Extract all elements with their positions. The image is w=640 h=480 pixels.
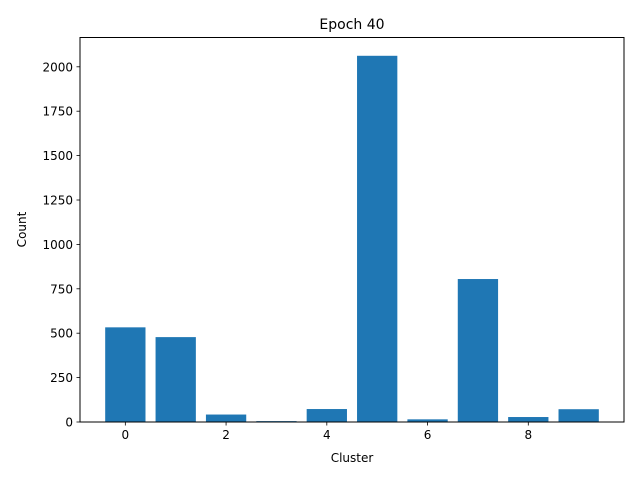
y-tick-label: 1250 — [42, 194, 73, 208]
y-tick-label: 1500 — [42, 149, 73, 163]
bar-cluster-4 — [306, 409, 347, 422]
y-tick-label: 1750 — [42, 105, 73, 119]
plot-frame — [79, 37, 625, 423]
bar-cluster-0 — [105, 327, 146, 422]
y-tick-label: 2000 — [42, 60, 73, 74]
bar-cluster-6 — [407, 419, 448, 422]
bar-cluster-1 — [155, 337, 196, 422]
bar-cluster-9 — [558, 409, 599, 422]
x-tick-label: 8 — [524, 428, 532, 442]
y-axis: 0 250 500 750 1000 1250 1500 1750 2000 — [42, 60, 80, 430]
x-tick-label: 4 — [323, 428, 331, 442]
x-tick-label: 0 — [122, 428, 130, 442]
bar-cluster-5 — [357, 55, 398, 422]
bar-cluster-8 — [508, 417, 549, 422]
y-tick-label: 0 — [65, 416, 73, 430]
x-axis-title: Cluster — [331, 451, 374, 465]
bars-group — [105, 55, 599, 422]
y-axis-title: Count — [15, 211, 29, 247]
y-tick-label: 750 — [50, 282, 73, 296]
bar-cluster-7 — [457, 279, 499, 422]
y-tick-label: 250 — [50, 371, 73, 385]
y-tick-label: 500 — [50, 327, 73, 341]
x-tick-label: 6 — [424, 428, 432, 442]
bar-cluster-2 — [205, 414, 247, 422]
chart-title: Epoch 40 — [319, 17, 384, 33]
y-tick-label: 1000 — [42, 238, 73, 252]
x-tick-label: 2 — [222, 428, 230, 442]
x-axis: 0 2 4 6 8 — [122, 422, 532, 442]
